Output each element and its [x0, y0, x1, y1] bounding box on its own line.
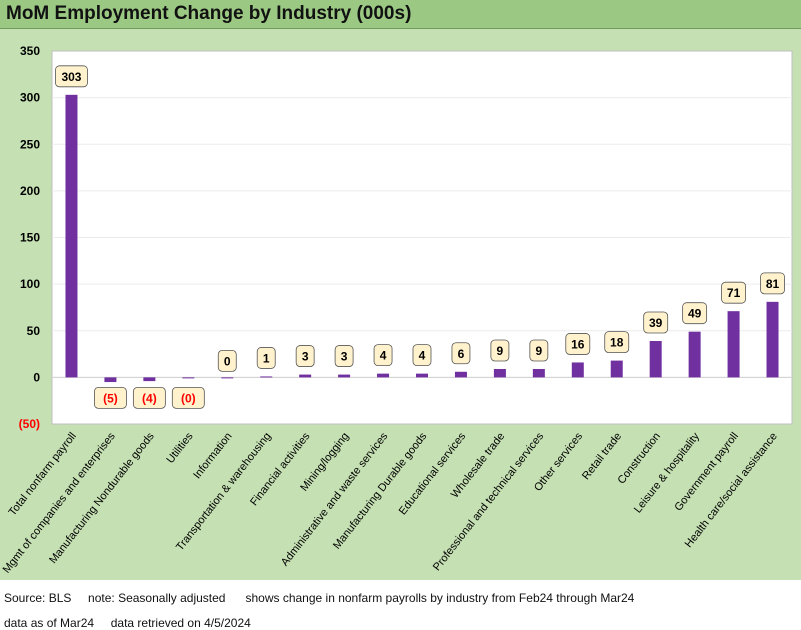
data-label: 3	[302, 350, 309, 364]
x-category-label: Leisure & hospitality	[632, 430, 702, 515]
data-label: (5)	[103, 391, 118, 405]
bar	[221, 377, 234, 379]
data-label-box	[171, 386, 205, 409]
data-label: 71	[727, 286, 741, 300]
y-tick-label: 50	[27, 324, 41, 338]
y-tick-label: 0	[33, 370, 40, 384]
y-tick-label: 350	[20, 44, 40, 58]
data-label: 0	[224, 354, 231, 368]
y-tick-label: (50)	[19, 417, 40, 431]
data-label: 18	[610, 336, 624, 350]
source-note: Source: BLS note: Seasonally adjusted sh…	[4, 591, 635, 605]
x-category-label: Educational services	[397, 430, 469, 517]
bar	[416, 373, 428, 378]
data-label-box	[682, 302, 708, 325]
data-label: 6	[458, 347, 465, 361]
data-label-box	[643, 311, 669, 334]
data-label: 49	[688, 307, 702, 321]
bar	[454, 371, 467, 378]
data-label: 4	[419, 349, 426, 363]
data-label: 81	[766, 277, 780, 291]
data-label: 1	[263, 351, 270, 365]
data-label-box	[373, 344, 393, 367]
x-category-label: Utilities	[164, 430, 196, 466]
bar	[143, 377, 156, 382]
bar	[260, 376, 273, 378]
data-label-box	[760, 272, 785, 295]
bar	[766, 301, 779, 378]
data-label: (4)	[142, 391, 157, 405]
data-label: 9	[497, 344, 504, 358]
bar	[532, 368, 545, 378]
bar	[688, 331, 701, 378]
bar	[493, 368, 506, 378]
chart-area: (50) 0 50 100 150 200 250 300 350 303 Total nonfar…	[0, 29, 801, 580]
x-category-label: Total nonfarm payroll	[7, 430, 79, 518]
data-label-box	[529, 339, 549, 362]
x-category-label: Retail trade	[580, 430, 624, 482]
y-tick-label: 250	[20, 137, 40, 151]
chart-title: MoM Employment Change by Industry (000s)	[6, 3, 412, 24]
data-label-box	[217, 349, 237, 372]
bar	[182, 377, 195, 379]
data-label-box	[55, 65, 88, 88]
bar	[571, 362, 584, 378]
data-label-box	[451, 342, 471, 365]
data-label: 9	[535, 344, 542, 358]
bar	[65, 94, 78, 378]
data-label-box	[256, 347, 276, 369]
data-label: 4	[380, 349, 387, 363]
data-label-box	[295, 345, 315, 367]
bar	[377, 373, 390, 378]
data-label-box	[604, 331, 630, 353]
bar	[610, 360, 623, 378]
data-label: 16	[571, 337, 585, 351]
bar	[338, 374, 351, 378]
y-tick-label: 150	[20, 231, 40, 245]
data-label: 39	[649, 316, 663, 330]
data-date-note: data as of Mar24 data retrieved on 4/5/2…	[4, 616, 251, 630]
data-label: 303	[61, 70, 81, 84]
data-label-box	[490, 339, 510, 362]
bar	[727, 311, 740, 378]
data-label-box	[94, 386, 127, 409]
bar	[104, 377, 117, 383]
data-label-box	[412, 344, 432, 367]
x-category-label: Information	[191, 430, 234, 481]
y-tick-label: 300	[20, 91, 40, 105]
data-label: (0)	[181, 391, 196, 405]
bar	[299, 374, 312, 378]
title-bar: MoM Employment Change by Industry (000s)	[0, 0, 801, 29]
data-label-box	[334, 345, 354, 367]
data-label-box	[565, 333, 591, 355]
y-tick-label: 100	[20, 277, 40, 291]
bar	[649, 341, 662, 378]
data-label: 3	[341, 350, 348, 364]
data-label-box	[721, 281, 746, 304]
data-label-box	[132, 386, 166, 409]
y-tick-label: 200	[20, 184, 40, 198]
